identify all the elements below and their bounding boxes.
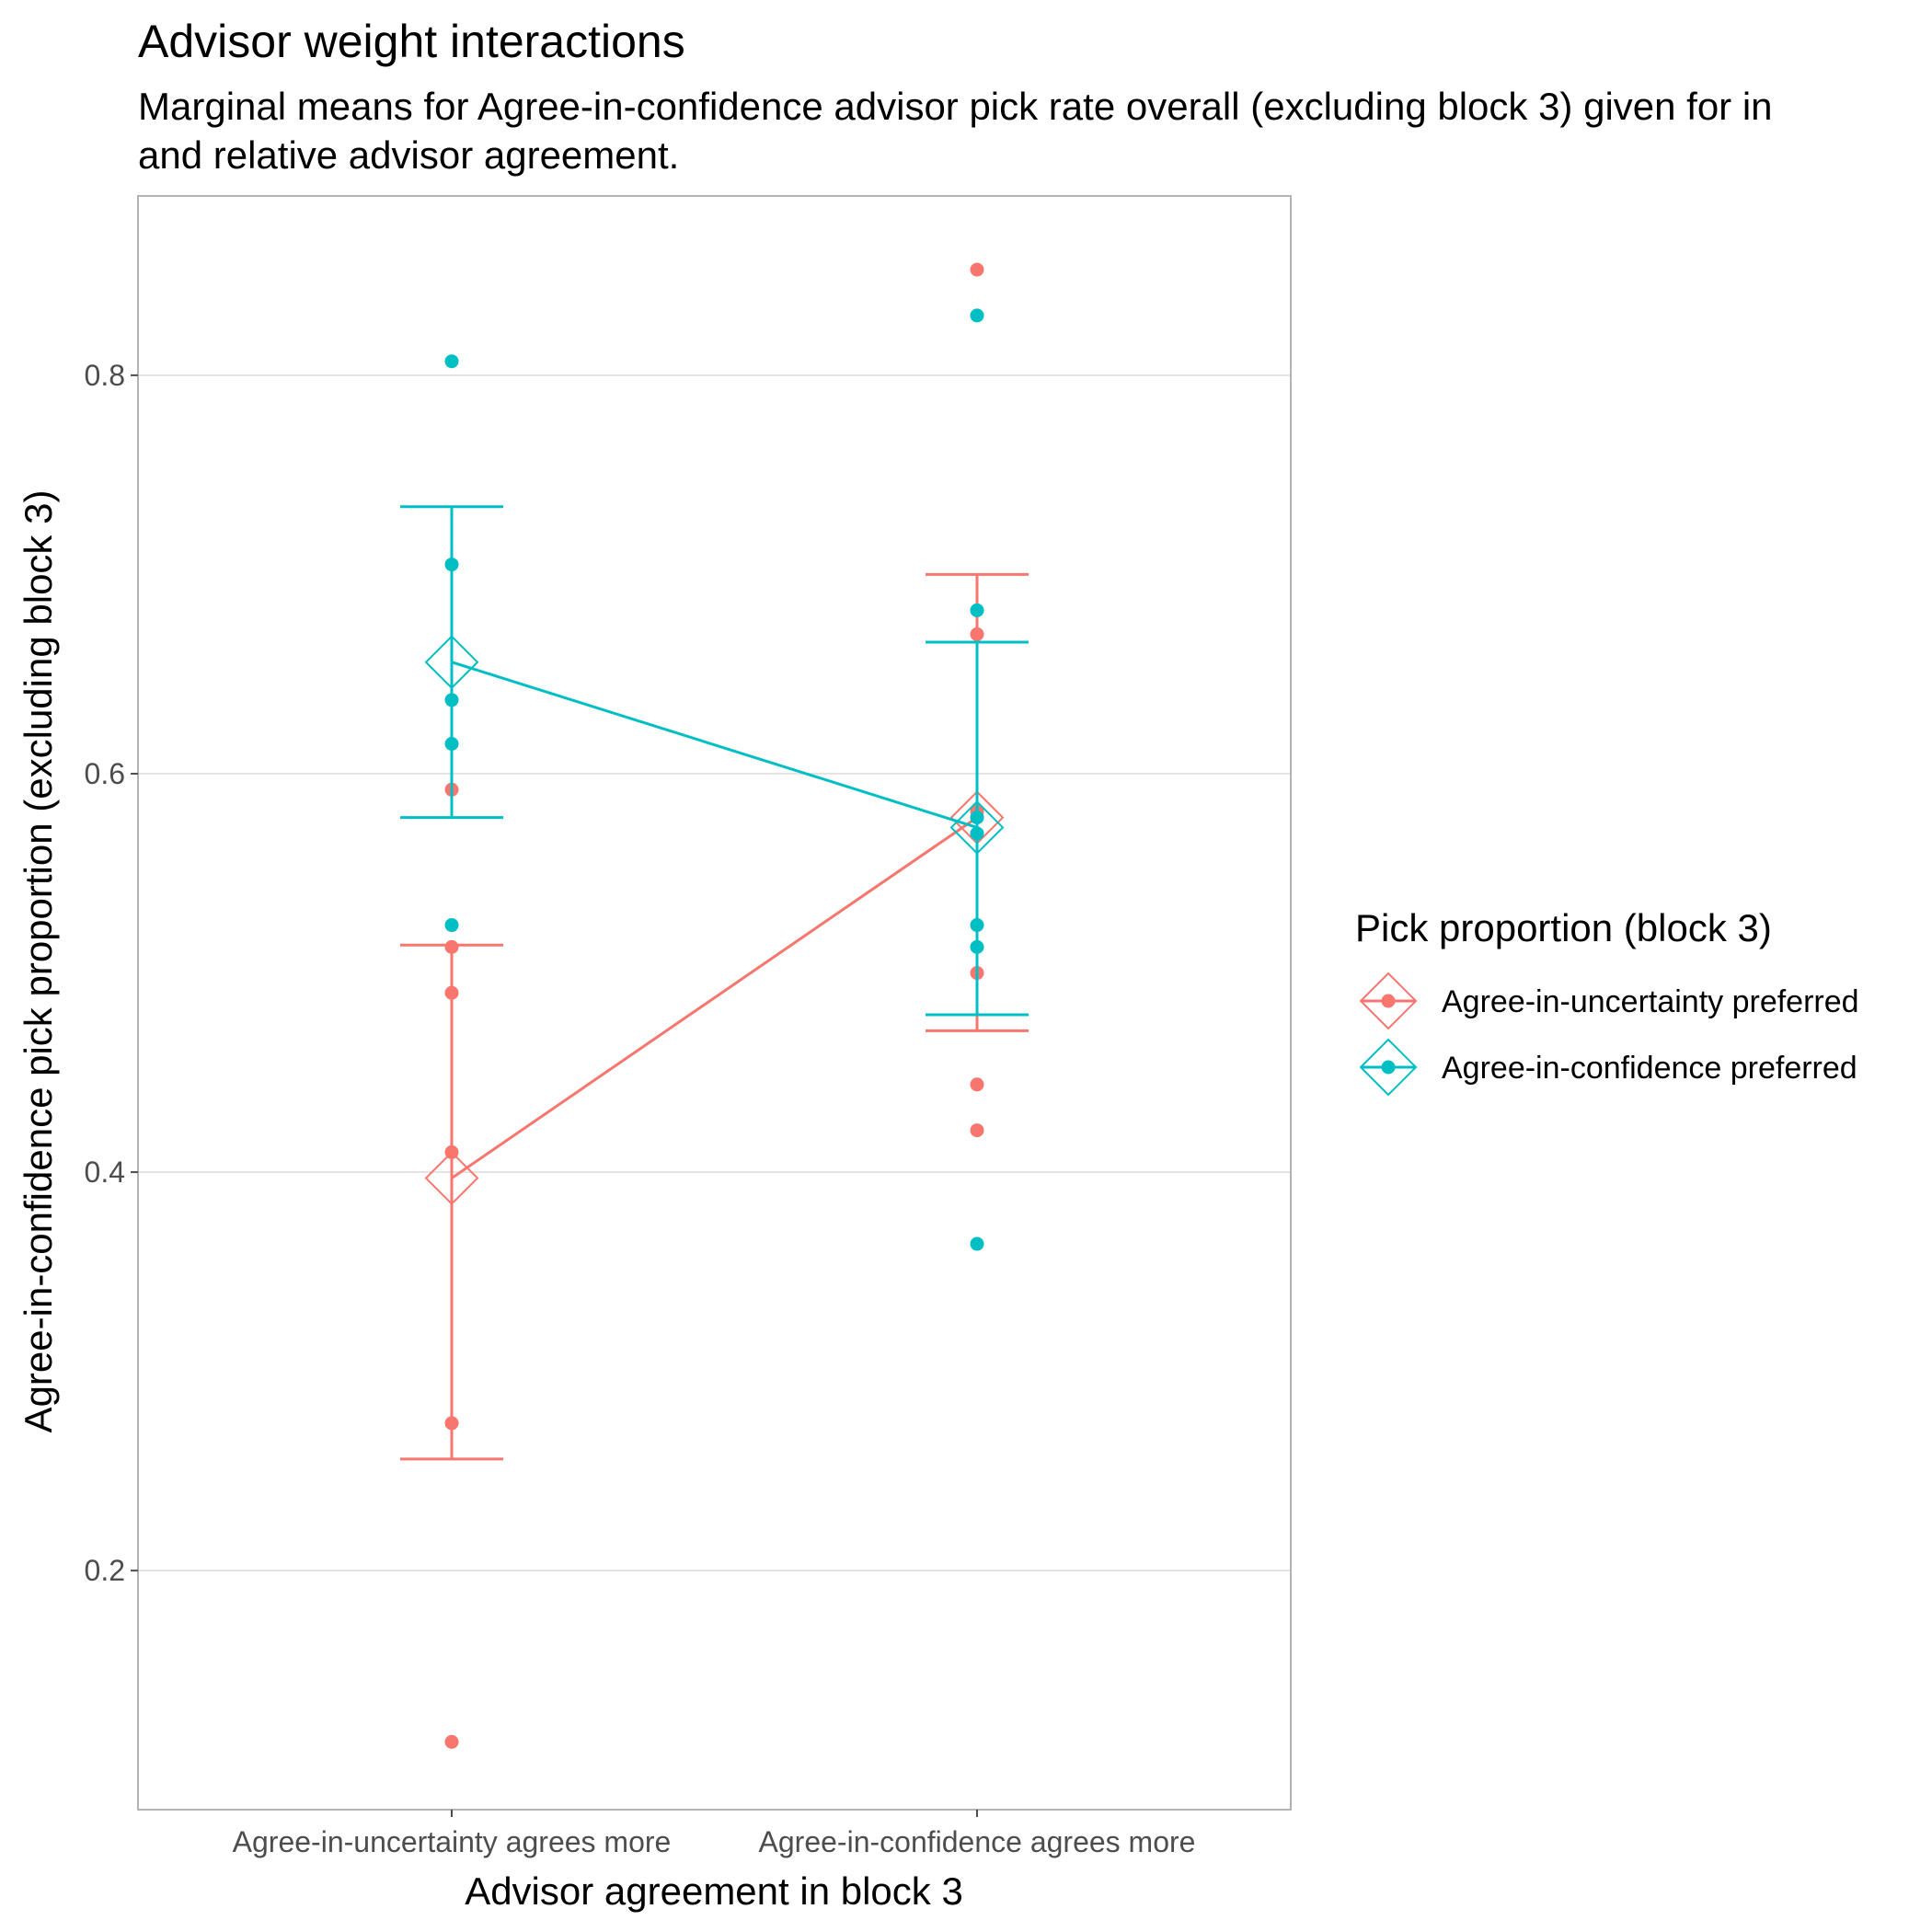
legend-key-diamond bbox=[1359, 1038, 1418, 1097]
mean-line bbox=[451, 816, 978, 1179]
legend-key-point bbox=[1381, 1060, 1396, 1075]
mean-marker bbox=[424, 1151, 479, 1205]
data-point bbox=[444, 693, 459, 707]
chart-subtitle-line-2: and relative advisor agreement. bbox=[138, 133, 679, 177]
y-tick-label: 0.4 bbox=[85, 1156, 125, 1189]
data-point bbox=[444, 918, 459, 933]
data-point bbox=[444, 1734, 459, 1749]
legend-label: Agree-in-confidence preferred bbox=[1442, 1051, 1857, 1086]
plot-panel-border bbox=[137, 195, 1292, 1811]
mean-marker bbox=[424, 635, 479, 690]
legend-item-1: Agree-in-uncertainty preferred bbox=[1359, 972, 1859, 1030]
series-2 bbox=[400, 308, 1029, 1251]
data-point bbox=[970, 308, 984, 323]
x-tick-label: Agree-in-confidence agrees more bbox=[759, 1825, 1196, 1858]
mean-line bbox=[451, 661, 978, 829]
y-tick-label: 0.6 bbox=[85, 757, 125, 790]
legend-item-2: Agree-in-confidence preferred bbox=[1359, 1038, 1857, 1097]
y-tick-label: 0.8 bbox=[85, 359, 125, 392]
data-point bbox=[444, 1416, 459, 1431]
chart-subtitle-line-1: Marginal means for Agree-in-confidence a… bbox=[138, 85, 1773, 128]
data-point bbox=[970, 939, 984, 954]
y-axis-title: Agree-in-confidence pick proportion (exc… bbox=[17, 490, 60, 1433]
data-point bbox=[970, 1077, 984, 1092]
data-point bbox=[444, 985, 459, 1000]
mean-marker bbox=[949, 800, 1005, 855]
legend-label: Agree-in-uncertainty preferred bbox=[1442, 984, 1859, 1019]
data-point bbox=[444, 736, 459, 751]
data-point bbox=[444, 354, 459, 369]
data-point bbox=[970, 826, 984, 841]
gridlines bbox=[138, 374, 1291, 1571]
data-point bbox=[970, 262, 984, 277]
x-tick-label: Agree-in-uncertainty agrees more bbox=[233, 1825, 672, 1858]
legend-key-point bbox=[1381, 994, 1396, 1008]
data-point bbox=[970, 811, 984, 825]
data-layer bbox=[400, 262, 1029, 1749]
data-point bbox=[970, 918, 984, 933]
series-1 bbox=[400, 262, 1029, 1749]
x-axis-title: Advisor agreement in block 3 bbox=[465, 1869, 963, 1913]
data-point bbox=[970, 1236, 984, 1251]
data-point bbox=[970, 603, 984, 617]
legend-key-diamond bbox=[1359, 972, 1418, 1030]
data-point bbox=[970, 627, 984, 641]
legend: Pick proportion (block 3) Agree-in-uncer… bbox=[1355, 906, 1859, 1097]
axis-ticks: 0.2 0.4 0.6 0.8 Agree-in-uncertainty agrees … bbox=[85, 359, 1196, 1858]
data-point bbox=[444, 558, 459, 572]
chart-title: Advisor weight interactions bbox=[138, 16, 685, 67]
data-point bbox=[970, 1123, 984, 1138]
legend-title: Pick proportion (block 3) bbox=[1355, 906, 1772, 949]
y-tick-label: 0.2 bbox=[85, 1554, 125, 1587]
data-point bbox=[444, 939, 459, 954]
